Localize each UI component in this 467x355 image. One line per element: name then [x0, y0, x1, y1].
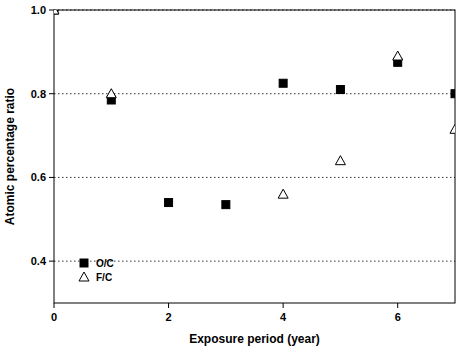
y-tick-label: 0.4 [31, 255, 47, 267]
legend-marker [80, 259, 88, 267]
point [222, 201, 230, 209]
legend-marker [79, 272, 89, 281]
legend-label: F/C [96, 272, 112, 283]
y-tick-label: 1.0 [31, 4, 46, 16]
point [106, 89, 116, 98]
point [393, 51, 403, 60]
x-tick-label: 2 [166, 311, 172, 323]
point [54, 10, 58, 14]
point [450, 124, 455, 133]
chart: 0 2 4 6 0.4 0.6 0.8 1.0 Exposure period (year) At… [0, 0, 467, 355]
point [165, 199, 173, 207]
y-tick [49, 93, 54, 94]
x-tick [397, 303, 398, 308]
point [451, 90, 455, 98]
legend: O/C F/C [79, 258, 114, 283]
point [335, 156, 345, 165]
grid-line [54, 261, 455, 262]
point [54, 10, 59, 14]
x-tick-label: 4 [280, 311, 287, 323]
legend-label: O/C [96, 258, 114, 269]
x-tick-label: 0 [51, 311, 57, 323]
y-axis-title: Atomic percentage ratio [3, 88, 17, 225]
x-tick [168, 303, 169, 308]
y-tick [49, 261, 54, 262]
grid-line [54, 177, 455, 178]
point [336, 86, 344, 94]
y-tick [49, 10, 54, 11]
x-axis-title: Exposure period (year) [189, 332, 320, 346]
x-tick [283, 303, 284, 308]
y-tick [49, 177, 54, 178]
x-tick-label: 6 [395, 311, 401, 323]
y-tick-label: 0.8 [31, 88, 46, 100]
data-points [54, 10, 455, 209]
plot-frame [54, 10, 455, 303]
x-tick [54, 303, 55, 308]
point [279, 79, 287, 87]
y-tick-label: 0.6 [31, 171, 46, 183]
point [278, 189, 288, 198]
